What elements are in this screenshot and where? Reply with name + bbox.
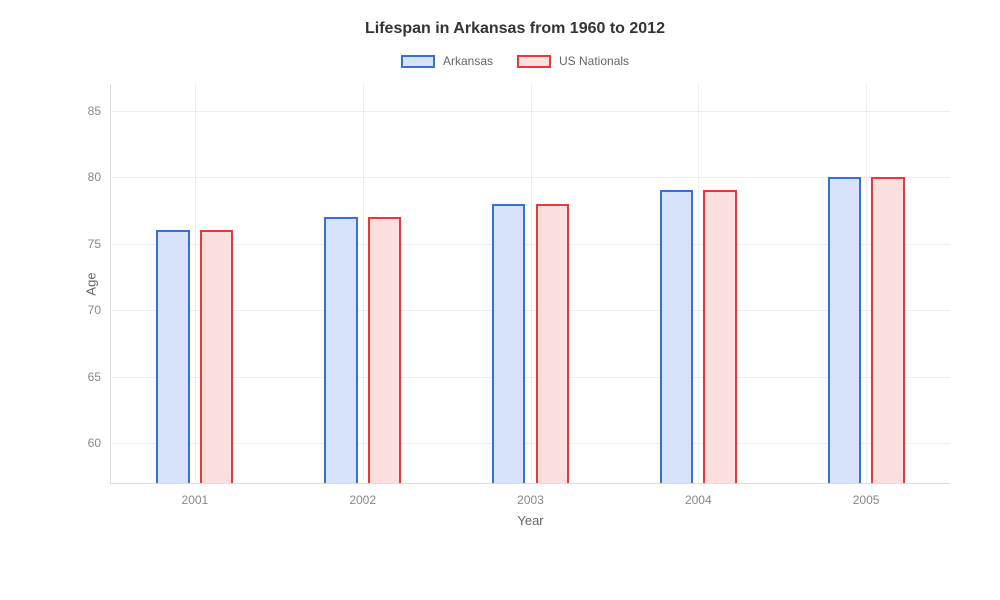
y-tick-label: 70 — [88, 303, 111, 317]
legend-swatch-us-nationals — [517, 55, 551, 68]
y-axis-label: Age — [84, 272, 99, 295]
bar — [492, 204, 526, 483]
legend-item-arkansas: Arkansas — [401, 54, 493, 68]
bar — [324, 217, 358, 483]
y-tick-label: 65 — [88, 370, 111, 384]
x-axis-label: Year — [517, 513, 543, 528]
bar — [703, 190, 737, 483]
chart-container: Lifespan in Arkansas from 1960 to 2012 A… — [0, 0, 1000, 600]
bar — [660, 190, 694, 483]
y-tick-label: 75 — [88, 237, 111, 251]
bar — [156, 230, 190, 483]
legend-label-us-nationals: US Nationals — [559, 54, 629, 68]
legend-swatch-arkansas — [401, 55, 435, 68]
bar — [828, 177, 862, 483]
y-tick-label: 60 — [88, 436, 111, 450]
bar — [871, 177, 905, 483]
y-tick-label: 80 — [88, 170, 111, 184]
bar — [536, 204, 570, 483]
vgridline — [698, 84, 699, 483]
x-tick-label: 2005 — [853, 483, 880, 507]
plot-area: Age Year 6065707580852001200220032004200… — [110, 84, 950, 484]
vgridline — [195, 84, 196, 483]
vgridline — [866, 84, 867, 483]
legend-label-arkansas: Arkansas — [443, 54, 493, 68]
plot: Age Year 6065707580852001200220032004200… — [70, 84, 960, 524]
x-tick-label: 2004 — [685, 483, 712, 507]
legend-item-us-nationals: US Nationals — [517, 54, 629, 68]
x-tick-label: 2003 — [517, 483, 544, 507]
vgridline — [531, 84, 532, 483]
x-tick-label: 2001 — [182, 483, 209, 507]
y-tick-label: 85 — [88, 104, 111, 118]
vgridline — [363, 84, 364, 483]
legend: Arkansas US Nationals — [70, 54, 960, 68]
bar — [368, 217, 402, 483]
bar — [200, 230, 234, 483]
x-tick-label: 2002 — [349, 483, 376, 507]
chart-title: Lifespan in Arkansas from 1960 to 2012 — [70, 20, 960, 38]
